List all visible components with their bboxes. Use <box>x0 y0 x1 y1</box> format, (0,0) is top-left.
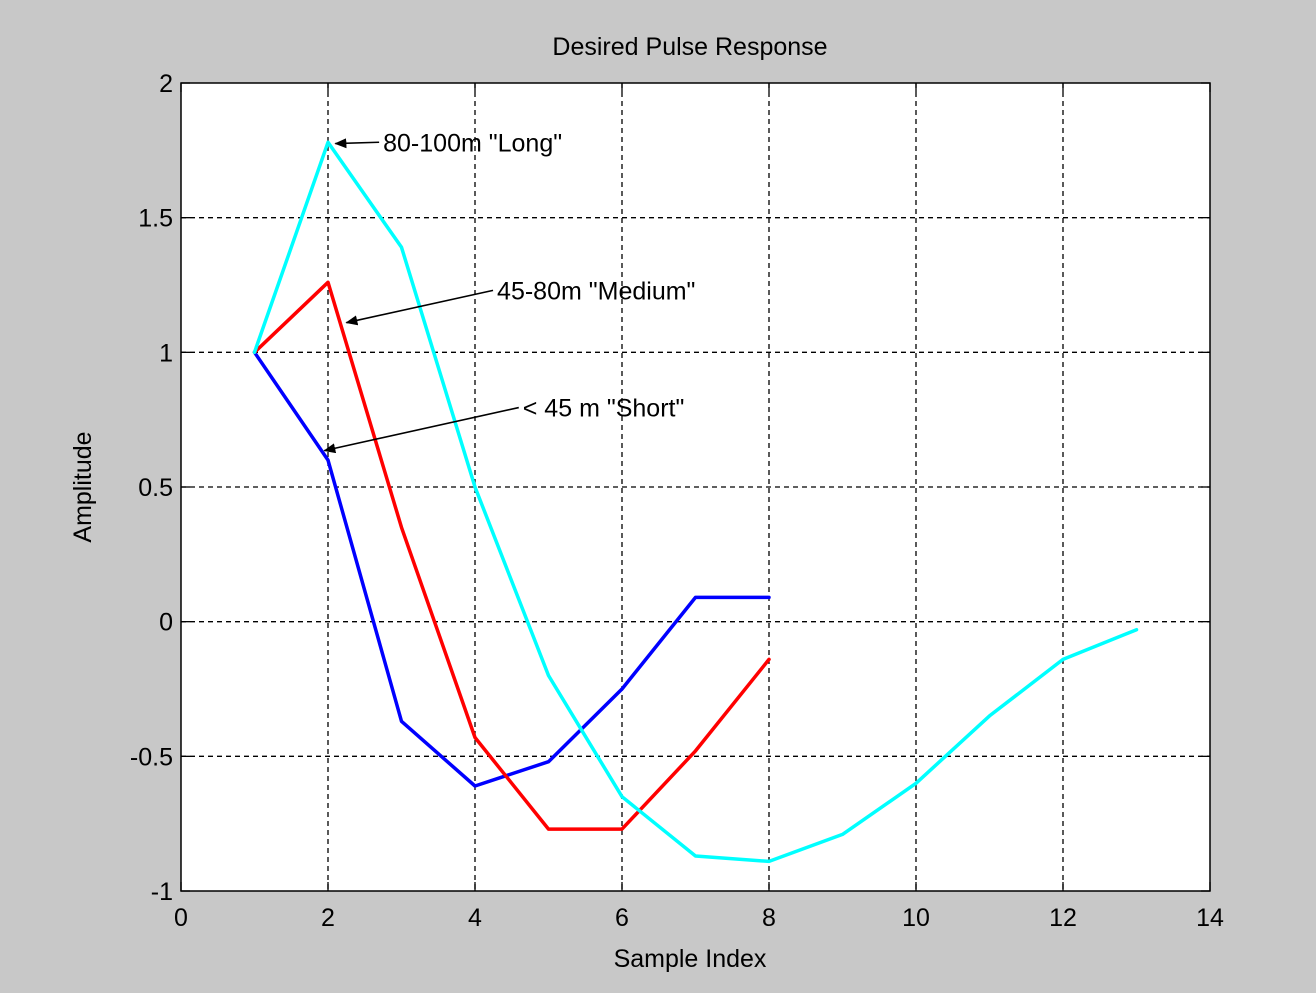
x-tick-label: 12 <box>1049 904 1077 932</box>
x-tick-label: 8 <box>762 904 776 932</box>
axis-ticks: 0 2 4 6 8 10 12 14 -1 -0.5 0 0.5 1 1.5 2 <box>130 70 1224 932</box>
y-tick-label: 2 <box>159 70 173 98</box>
x-tick-label: 4 <box>468 904 482 932</box>
annotation-arrow <box>323 406 519 454</box>
chart-title: Desired Pulse Response <box>552 33 827 61</box>
long-series-line <box>252 140 1139 864</box>
x-axis-label: Sample Index <box>614 945 767 973</box>
series-layer <box>252 140 1139 864</box>
y-tick-label: 1 <box>159 339 173 367</box>
annotation-label: < 45 m "Short" <box>523 395 685 423</box>
annotation-label: 80-100m "Long" <box>383 129 562 157</box>
x-tick-label: 14 <box>1196 904 1224 932</box>
annotation-label: 45-80m "Medium" <box>497 277 695 305</box>
annotation-arrow <box>334 138 380 149</box>
short-series-line <box>252 350 771 788</box>
y-tick-label: 1.5 <box>138 205 173 233</box>
grid-lines <box>181 83 1210 891</box>
annotation-arrow <box>345 289 494 326</box>
y-tick-label: 0.5 <box>138 474 173 502</box>
annotations-layer: 80-100m "Long" 45-80m "Medium" < 45 m "Sho… <box>323 129 695 454</box>
y-axis-label: Amplitude <box>69 431 97 542</box>
x-tick-label: 2 <box>321 904 335 932</box>
x-tick-label: 10 <box>902 904 930 932</box>
y-tick-label: -1 <box>151 878 173 906</box>
y-tick-label: -0.5 <box>130 743 173 771</box>
medium-series-line <box>252 280 771 831</box>
y-tick-label: 0 <box>159 609 173 637</box>
x-tick-label: 0 <box>174 904 188 932</box>
x-tick-label: 6 <box>615 904 629 932</box>
